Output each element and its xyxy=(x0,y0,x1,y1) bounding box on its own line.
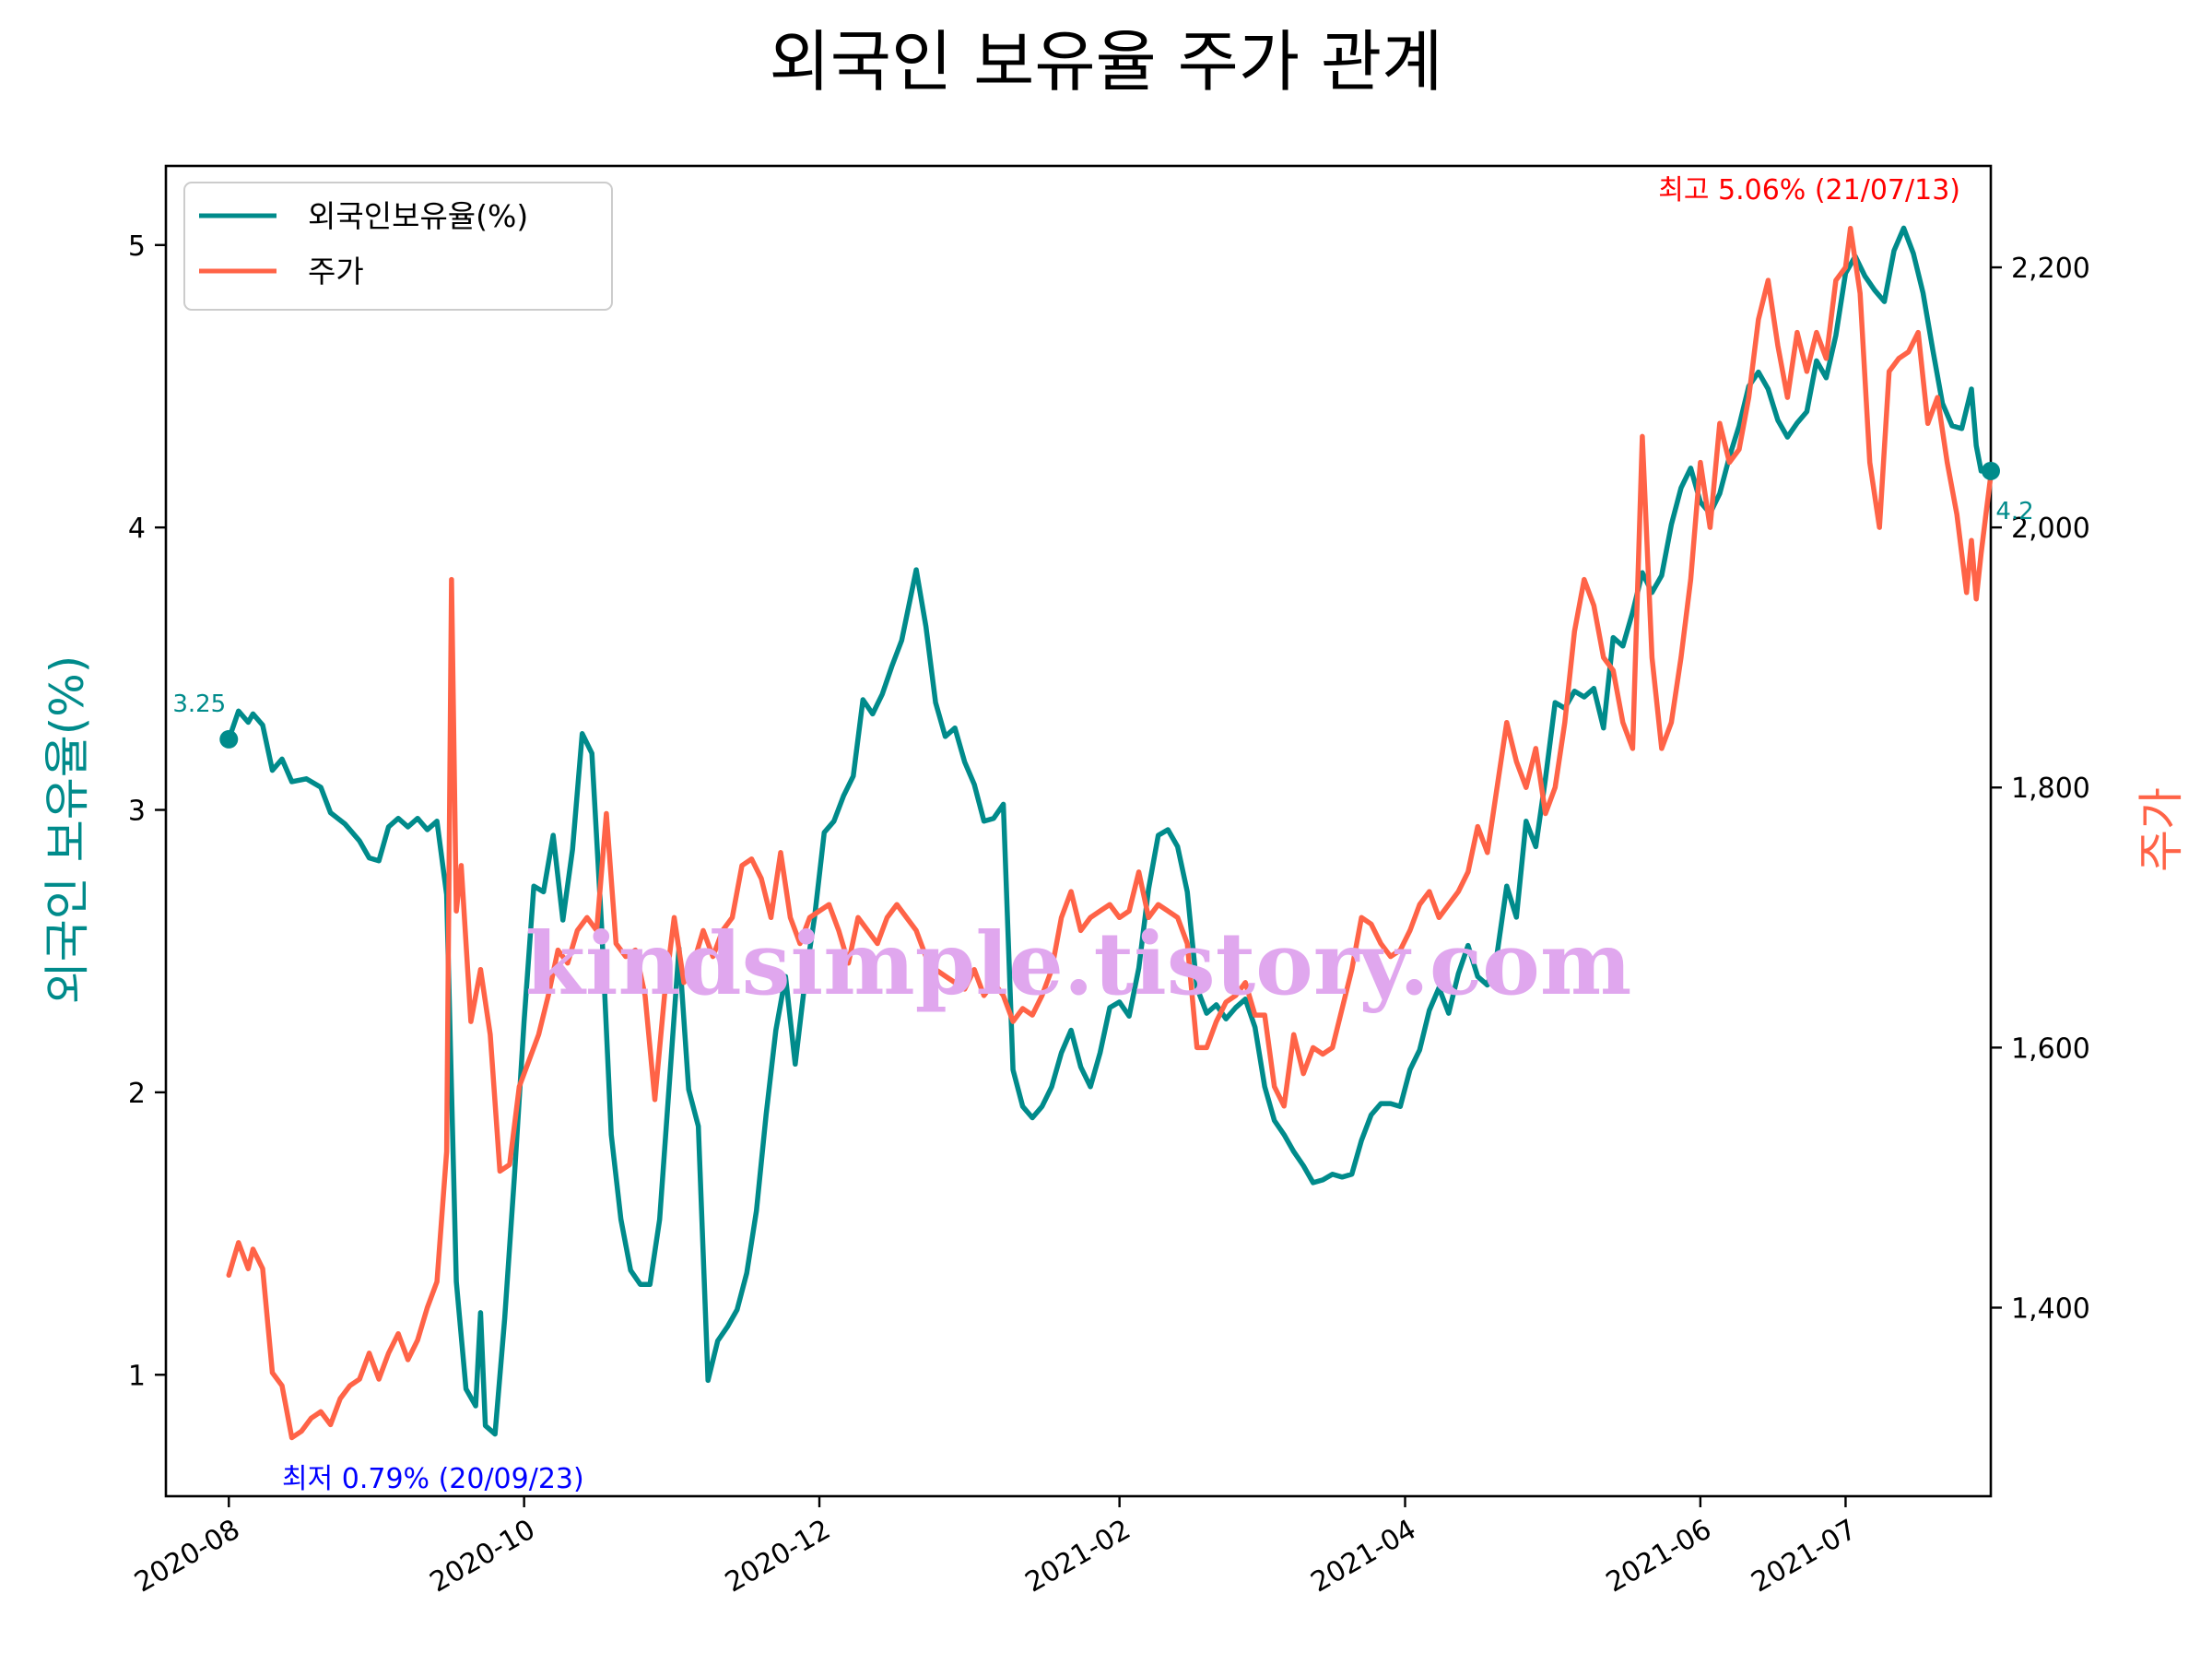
y-left-tick-label: 2 xyxy=(128,1078,146,1110)
y-left-tick-label: 4 xyxy=(128,513,146,545)
y-right-tick-label: 1,800 xyxy=(2011,773,2090,805)
y-left-tick-label: 1 xyxy=(128,1360,146,1392)
watermark-text: kindsimple.tistory.com xyxy=(525,914,1632,1015)
y-left-tick-label: 3 xyxy=(128,796,146,828)
endpoint-marker xyxy=(219,729,239,749)
y-axis-label-left: 외국인 보유율(%) xyxy=(41,655,94,1004)
y-right-tick-label: 1,600 xyxy=(2011,1033,2090,1065)
series-line-price xyxy=(226,225,1994,1441)
marker-layer: 3.25 4.2 xyxy=(172,461,2034,749)
legend-label-price: 주가 xyxy=(308,254,364,289)
y-left-tick-label: 5 xyxy=(128,230,146,263)
legend: 외국인보유율(%) 주가 xyxy=(183,182,613,311)
y-right-tick-label: 2,200 xyxy=(2011,253,2090,285)
y-right-tick-label: 2,000 xyxy=(2011,513,2090,545)
y-right-tick-label: 1,400 xyxy=(2011,1292,2090,1325)
legend-label-foreign: 외국인보유율(%) xyxy=(308,198,528,234)
min-annotation: 최저 0.79% (20/09/23) xyxy=(282,1463,584,1495)
legend-box xyxy=(183,182,613,311)
line-layer xyxy=(226,225,1994,1441)
y-axis-label-right: 주가 xyxy=(2135,787,2188,872)
plot-frame xyxy=(164,164,1993,1498)
endpoint-label: 3.25 xyxy=(172,690,226,718)
endpoint-marker xyxy=(1982,461,2000,480)
endpoint-label: 4.2 xyxy=(1995,498,2033,525)
max-annotation: 최고 5.06% (21/07/13) xyxy=(1658,174,1960,207)
chart-title: 외국인 보유율 주가 관계 xyxy=(769,23,1442,100)
